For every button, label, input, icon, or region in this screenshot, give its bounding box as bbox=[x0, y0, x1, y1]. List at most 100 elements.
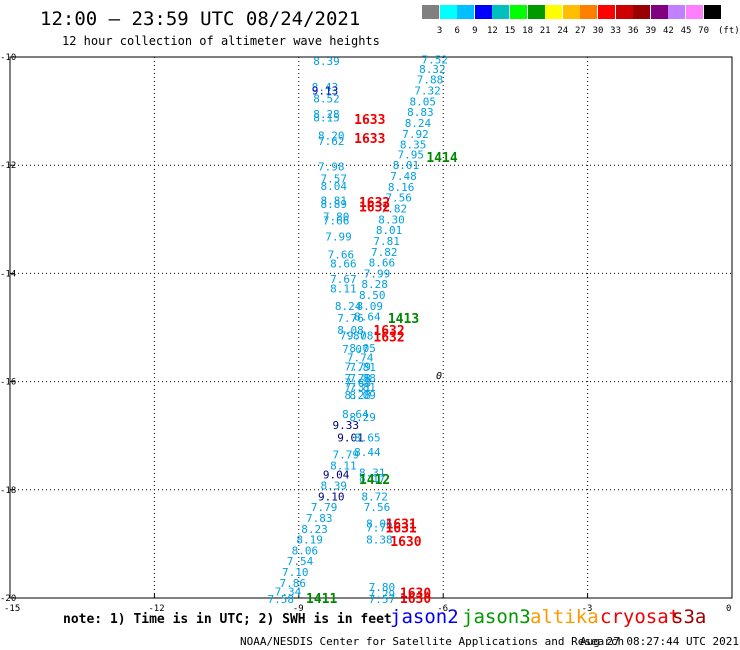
pass-number-label: 1632 bbox=[373, 324, 404, 339]
wave-height-value: 7.99 bbox=[364, 267, 391, 280]
wave-height-value: 8.24 bbox=[335, 300, 362, 313]
legend-swatch bbox=[598, 5, 615, 19]
wave-height-value: 8.06 bbox=[292, 544, 319, 557]
pass-number-label: 1632 bbox=[359, 200, 390, 215]
wave-height-value: 8.64 bbox=[354, 311, 381, 324]
satellite-name-cryosat: cryosat bbox=[600, 606, 681, 628]
satellite-name-altika: altika bbox=[530, 606, 599, 628]
wave-height-value: 8.19 bbox=[296, 534, 323, 547]
legend-swatch bbox=[562, 5, 580, 19]
wave-height-value: 7.92 bbox=[402, 128, 429, 141]
lon-tick-label: 0 bbox=[726, 604, 731, 614]
legend-unit: (ft) bbox=[718, 26, 740, 36]
satellite-name-jason2: jason2 bbox=[390, 606, 459, 628]
wave-height-value: 7.57 bbox=[369, 593, 396, 606]
wave-height-value: 9.01 bbox=[337, 431, 364, 444]
generated-timestamp: Aug 27 08:27:44 UTC 2021 bbox=[580, 635, 739, 648]
pass-number-label: 1633 bbox=[354, 132, 385, 147]
lon-tick-label: -15 bbox=[4, 604, 20, 614]
lon-tick-label: -6 bbox=[437, 604, 448, 614]
wave-height-value: 7.68 bbox=[345, 377, 372, 390]
lat-tick-label: -12 bbox=[0, 161, 16, 171]
wave-height-value: 7.57 bbox=[320, 173, 347, 186]
legend-swatch bbox=[527, 5, 545, 19]
satellite-name-jason3: jason3 bbox=[462, 606, 531, 628]
legend-label: 6 bbox=[454, 26, 460, 36]
wave-height-value: 7.52 bbox=[422, 54, 449, 67]
wave-height-value: 8.83 bbox=[407, 106, 434, 119]
wave-height-value: 8.50 bbox=[359, 289, 386, 302]
legend-label: 30 bbox=[592, 26, 604, 36]
wave-height-value: 8.35 bbox=[400, 139, 427, 152]
wave-height-value: 7.66 bbox=[328, 248, 355, 261]
wave-height-value: 7.79 bbox=[345, 360, 372, 373]
wave-height-value: 8.15 bbox=[313, 112, 340, 125]
wave-height-value: 7.32 bbox=[414, 85, 441, 98]
wave-height-value: 8.09 bbox=[357, 300, 384, 313]
pass-number-label: 1630 bbox=[400, 592, 431, 607]
wave-height-value: 8.30 bbox=[378, 213, 405, 226]
wave-height-value: 8.65 bbox=[354, 431, 381, 444]
wave-height-value: 7.58 bbox=[268, 593, 295, 606]
wave-height-value: 8.08 bbox=[337, 324, 364, 337]
wave-height-value: 7.88 bbox=[349, 372, 376, 385]
wave-height-value: 8.01 bbox=[376, 224, 403, 237]
wave-height-value: 7.54 bbox=[287, 555, 314, 568]
legend-swatch bbox=[492, 5, 510, 19]
wave-height-value: 8.39 bbox=[313, 55, 340, 68]
wave-height-value: 7.71 bbox=[366, 522, 393, 535]
wave-height-value: 8.05 bbox=[349, 342, 376, 355]
wave-height-value: 8.66 bbox=[369, 257, 396, 270]
wave-height-value: 7.48 bbox=[390, 170, 417, 183]
wave-height-value: 8.29 bbox=[349, 411, 376, 424]
wave-height-value: 9.33 bbox=[332, 419, 359, 432]
wave-height-value: 8.06 bbox=[366, 517, 393, 530]
pass-number-label: 1630 bbox=[400, 587, 431, 602]
wave-height-value: 7.79 bbox=[311, 501, 338, 514]
wave-height-value: 8.05 bbox=[410, 95, 437, 108]
legend-label: 9 bbox=[472, 26, 478, 36]
wave-height-value: 7.10 bbox=[282, 566, 309, 579]
wave-height-value: 8.32 bbox=[419, 63, 446, 76]
legend-label: 12 bbox=[486, 26, 498, 36]
satellite-name-s3a: s3a bbox=[672, 606, 707, 628]
wave-height-value: 7.62 bbox=[318, 135, 345, 148]
legend-swatch bbox=[633, 5, 651, 19]
legend-swatch bbox=[668, 5, 686, 19]
wave-height-value: 7.98 bbox=[318, 160, 345, 173]
wave-height-value: 7.80 bbox=[323, 211, 350, 224]
wave-height-value: 9.13 bbox=[312, 85, 339, 98]
legend-label: 3 bbox=[436, 26, 443, 36]
legend-swatch bbox=[703, 5, 721, 19]
wave-height-value: 7.88 bbox=[417, 74, 444, 87]
wave-height-value: 8.01 bbox=[393, 159, 420, 172]
wave-height-value: 8.16 bbox=[388, 181, 415, 194]
legend-label: 24 bbox=[557, 26, 569, 36]
lat-tick-label: -10 bbox=[0, 53, 16, 63]
wave-height-value: 9.10 bbox=[318, 490, 345, 503]
wave-height-value: 8.81 bbox=[320, 194, 347, 207]
legend-swatch bbox=[580, 5, 598, 19]
wave-height-value: 8.52 bbox=[313, 93, 340, 106]
wave-height-value: 7.67 bbox=[330, 273, 357, 286]
wave-height-value: 7.95 bbox=[397, 148, 424, 161]
wave-height-value: 8.28 bbox=[361, 278, 388, 291]
footnote: note: 1) Time is in UTC; 2) SWH is in fe… bbox=[63, 612, 392, 627]
wave-height-value: 8.11 bbox=[330, 283, 357, 296]
wave-height-value: 7.29 bbox=[369, 588, 396, 601]
wave-height-value: 7.79 bbox=[332, 449, 359, 462]
wave-height-value: 8.04 bbox=[320, 180, 347, 193]
map-frame bbox=[9, 56, 733, 599]
pass-number-label: 1414 bbox=[426, 151, 457, 166]
legend-swatch bbox=[686, 5, 703, 19]
wave-height-value: 7.07 bbox=[342, 343, 369, 356]
wave-height-value: 7.81 bbox=[349, 361, 376, 374]
wave-height-value: 7.87 bbox=[340, 330, 367, 343]
wave-height-value: 8.43 bbox=[312, 81, 339, 94]
wave-height-value: 7.78 bbox=[345, 372, 372, 385]
legend-swatch bbox=[615, 5, 633, 19]
legend-swatch bbox=[545, 5, 563, 19]
legend-label: 27 bbox=[574, 26, 586, 36]
legend-label: 42 bbox=[662, 26, 674, 36]
